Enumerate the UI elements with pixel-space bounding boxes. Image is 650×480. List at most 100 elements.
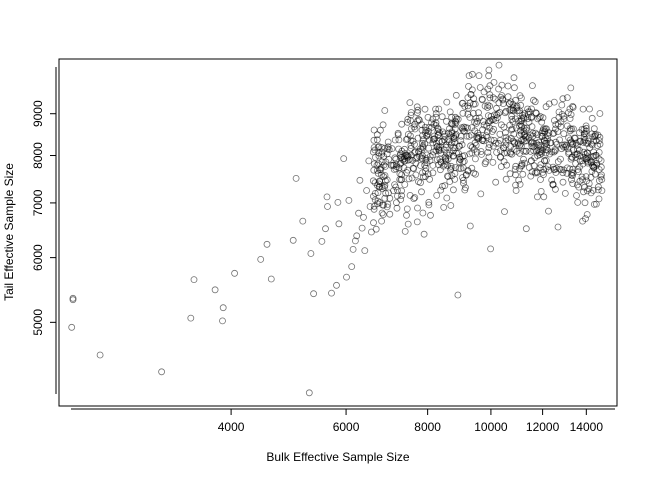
data-point	[459, 99, 467, 107]
data-point	[430, 135, 438, 143]
data-point	[468, 70, 476, 78]
data-point	[569, 103, 577, 111]
data-point	[459, 109, 467, 117]
data-point	[462, 184, 469, 192]
data-point	[231, 269, 239, 277]
data-point	[584, 149, 591, 157]
data-point	[580, 133, 588, 141]
y-axis-title: Tail Effective Sample Size	[2, 163, 16, 301]
data-point	[310, 290, 318, 298]
data-point	[442, 154, 450, 162]
data-point	[360, 213, 367, 221]
data-point	[516, 165, 523, 172]
data-point	[464, 124, 472, 132]
data-point	[590, 125, 598, 133]
data-point	[512, 187, 520, 194]
data-point	[454, 115, 462, 123]
data-point	[440, 146, 448, 154]
data-point	[494, 139, 502, 147]
data-point	[522, 147, 530, 155]
data-point	[263, 240, 271, 248]
data-point	[498, 92, 506, 99]
data-point	[521, 110, 529, 117]
data-point	[397, 196, 405, 203]
data-point	[373, 136, 381, 144]
data-point	[497, 163, 505, 171]
data-point	[411, 148, 419, 155]
data-point	[519, 111, 526, 119]
data-point	[570, 125, 577, 133]
data-point	[69, 294, 77, 302]
data-point	[374, 197, 382, 205]
data-point	[537, 176, 544, 183]
data-point	[588, 114, 596, 122]
data-point	[405, 175, 413, 183]
data-point	[468, 164, 476, 172]
data-point	[490, 79, 498, 86]
data-point	[443, 98, 451, 106]
data-point	[512, 171, 519, 179]
data-point	[565, 148, 573, 156]
data-point	[370, 205, 378, 213]
data-point	[509, 104, 517, 112]
data-point	[584, 159, 592, 167]
data-point	[467, 142, 475, 150]
data-point	[512, 181, 519, 189]
data-point	[452, 91, 460, 99]
data-point	[487, 245, 495, 253]
data-point	[447, 162, 455, 170]
data-point	[371, 189, 379, 197]
data-point	[460, 179, 467, 187]
data-point	[439, 162, 447, 170]
data-point	[409, 156, 416, 164]
data-point	[542, 156, 550, 164]
data-point	[527, 147, 534, 155]
data-point	[365, 157, 373, 165]
data-point	[484, 85, 492, 93]
data-point	[392, 155, 400, 163]
data-point	[422, 156, 430, 164]
x-axis: 4000 6000 8000 10000 12000 14000	[71, 408, 615, 434]
data-point	[472, 120, 480, 127]
data-point	[429, 151, 437, 159]
data-point	[419, 152, 427, 160]
data-point	[416, 162, 424, 169]
data-point	[498, 81, 506, 89]
data-point	[590, 163, 598, 171]
data-point	[569, 103, 576, 110]
data-point	[594, 186, 602, 194]
data-point	[486, 94, 494, 102]
data-point	[522, 225, 530, 233]
data-point	[348, 263, 356, 271]
data-point	[507, 106, 515, 113]
data-point	[528, 157, 535, 165]
data-point	[462, 171, 470, 179]
data-point	[507, 148, 515, 156]
data-point	[464, 104, 472, 112]
data-point	[351, 237, 359, 245]
data-point	[501, 109, 509, 117]
x-tick-label: 4000	[218, 420, 245, 434]
data-point	[492, 139, 500, 147]
data-point	[572, 160, 579, 167]
data-point	[328, 289, 335, 297]
data-point	[394, 129, 402, 137]
data-point	[417, 145, 425, 153]
data-point	[440, 130, 448, 138]
data-point	[305, 389, 313, 397]
data-point	[371, 153, 379, 161]
data-point	[591, 170, 599, 178]
data-point	[496, 153, 504, 161]
data-point	[521, 159, 529, 167]
data-point	[427, 211, 434, 219]
data-point	[455, 164, 463, 172]
data-point	[370, 136, 378, 144]
data-point	[533, 168, 541, 176]
data-point	[502, 137, 510, 145]
data-point	[426, 157, 434, 165]
data-point	[414, 204, 421, 212]
data-point	[495, 99, 503, 107]
data-point	[418, 188, 425, 196]
y-tick-label: 9000	[31, 100, 45, 127]
data-point	[404, 166, 412, 174]
